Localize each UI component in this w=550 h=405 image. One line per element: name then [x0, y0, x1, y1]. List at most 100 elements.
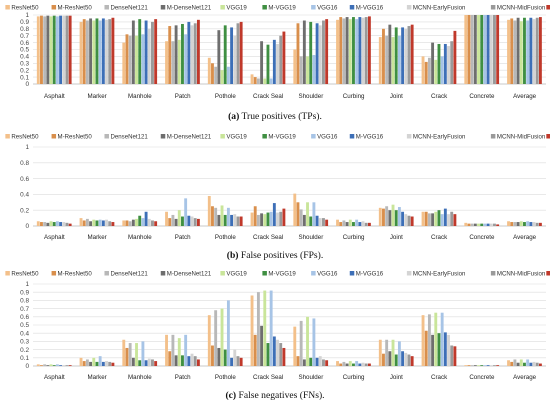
bar: [220, 205, 224, 226]
legend-label: ResNet50: [11, 134, 39, 141]
bar: [526, 359, 530, 366]
bar: [424, 330, 428, 366]
y-tick-label: 0.9: [20, 289, 29, 296]
bar: [266, 44, 270, 84]
bar: [401, 211, 405, 226]
y-tick-label: 0: [25, 363, 29, 370]
panel-caption: (b) False positives (FPs).: [227, 250, 324, 261]
bar: [187, 215, 191, 226]
bar: [470, 223, 474, 226]
legend-label: VGG16: [317, 271, 338, 278]
legend-swatch: [160, 134, 166, 139]
bar: [434, 312, 438, 366]
bar: [174, 355, 178, 366]
bar: [382, 208, 385, 226]
chart-panel-3: ResNet50 M-ResNet50 DenseNet121 M-DenseNet1…: [5, 271, 550, 401]
bar: [111, 362, 115, 366]
bar: [470, 365, 474, 366]
bar: [388, 24, 392, 84]
bar: [82, 361, 86, 366]
legend-swatch: [5, 271, 10, 276]
bar: [263, 290, 267, 366]
y-tick-label: 0.3: [20, 61, 29, 68]
bar: [440, 312, 444, 366]
bar: [355, 219, 359, 226]
bar: [296, 23, 300, 85]
bar: [394, 27, 398, 85]
bar: [306, 56, 309, 84]
bar: [82, 19, 86, 84]
category-label: Asphalt: [44, 374, 65, 381]
bar: [165, 211, 168, 226]
bar: [269, 290, 273, 366]
bar: [348, 361, 352, 366]
bar: [282, 31, 286, 85]
bar: [128, 35, 132, 84]
category-label: Concrete: [469, 93, 495, 100]
bar: [89, 18, 93, 85]
bar: [62, 365, 66, 366]
bar: [507, 360, 510, 366]
bar: [535, 17, 539, 84]
category-label: Concrete: [469, 374, 495, 381]
bar: [260, 41, 264, 84]
bar: [437, 43, 441, 84]
bar: [404, 352, 408, 366]
bar: [223, 349, 227, 366]
bar: [168, 351, 172, 366]
bar: [40, 15, 43, 84]
bar: [122, 220, 126, 226]
bar: [105, 361, 108, 366]
bar: [65, 15, 69, 84]
legend-swatch: [546, 5, 550, 10]
bar: [43, 222, 47, 226]
bar: [141, 341, 145, 366]
bar: [483, 15, 487, 84]
y-tick-label: 0.7: [20, 33, 29, 40]
legend-swatch: [349, 5, 355, 10]
bar: [493, 365, 496, 366]
bar: [55, 364, 59, 366]
bar: [315, 357, 319, 366]
bar: [55, 16, 59, 85]
caption-text: True positives (TPs).: [239, 111, 322, 122]
bar: [165, 334, 168, 366]
bar: [519, 359, 523, 366]
bar: [193, 356, 197, 366]
bar: [211, 345, 214, 366]
bar: [253, 77, 257, 84]
bar: [464, 222, 468, 226]
bar: [263, 78, 267, 84]
bar: [453, 346, 457, 366]
legend-label: M-ResNet50: [58, 5, 93, 12]
bar: [36, 364, 40, 366]
bar: [226, 207, 230, 226]
bar: [437, 333, 441, 366]
legend-label: M-ResNet50: [58, 134, 93, 141]
bar: [207, 315, 211, 366]
bar: [207, 195, 211, 226]
bar: [79, 218, 83, 226]
legend-swatch: [490, 134, 496, 139]
bar: [144, 360, 148, 366]
bar: [65, 365, 69, 366]
bar: [151, 21, 154, 84]
bar: [526, 221, 530, 226]
bar: [296, 202, 300, 226]
bar: [516, 17, 520, 84]
category-label: Crack: [431, 374, 448, 381]
category-label: Marker: [87, 374, 106, 381]
bar: [43, 364, 47, 366]
bar: [266, 343, 270, 366]
legend: ResNet50 M-ResNet50 DenseNet121 M-DenseNet1…: [5, 5, 550, 12]
legend-swatch: [160, 271, 166, 276]
bar: [98, 219, 102, 226]
bar: [385, 35, 389, 84]
bar: [95, 18, 99, 85]
bar: [135, 343, 138, 366]
bar: [397, 341, 401, 366]
bar: [147, 218, 151, 226]
legend-label: M-VGG16: [356, 5, 384, 12]
legend-label: MCNN-EarlyFusion: [413, 134, 465, 141]
